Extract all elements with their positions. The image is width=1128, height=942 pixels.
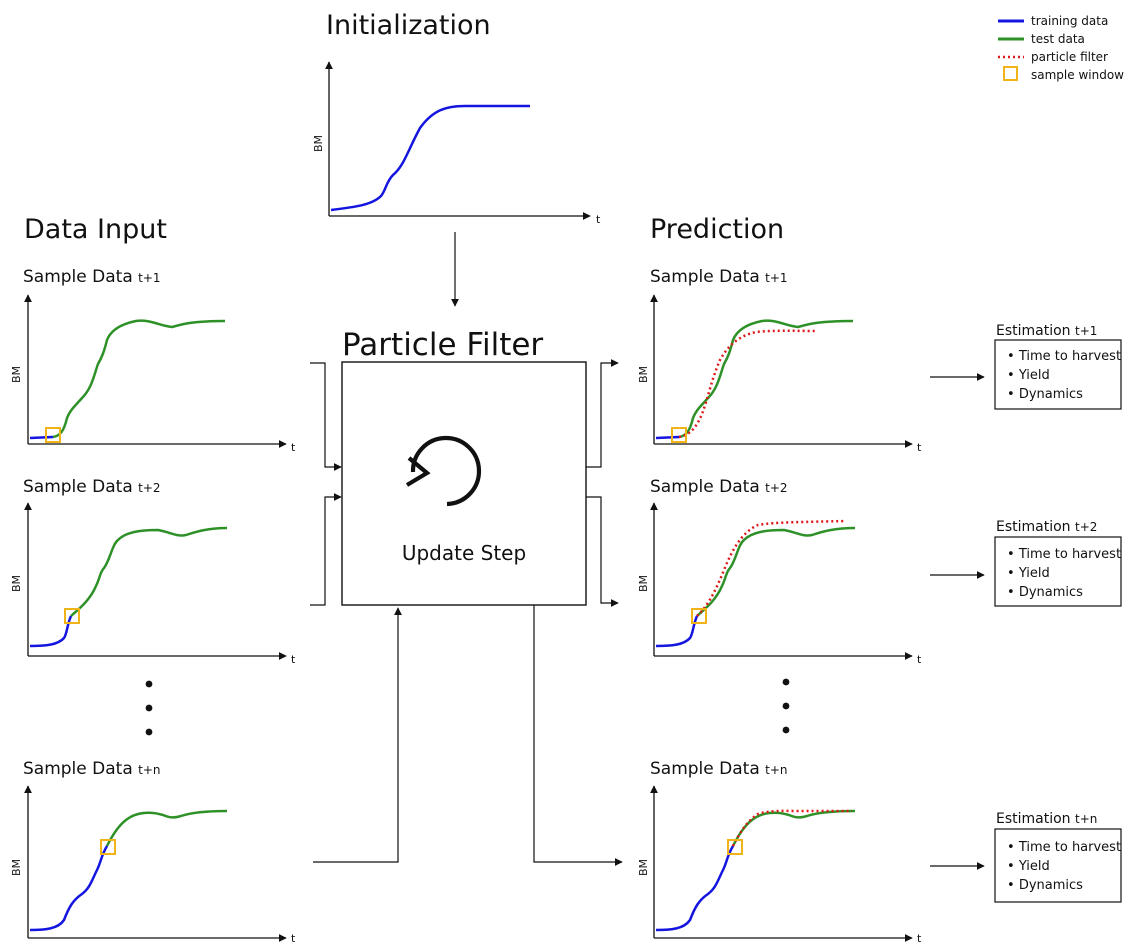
prediction-title: Prediction bbox=[650, 214, 784, 245]
sample-label: Sample Data t+1 bbox=[23, 267, 161, 287]
training-curve bbox=[655, 845, 735, 932]
legend: training data test data particle filter … bbox=[998, 14, 1124, 82]
estimation-label: Estimation t+1 bbox=[996, 323, 1097, 339]
y-axis-label: BM bbox=[637, 859, 650, 876]
sample-window bbox=[100, 839, 116, 855]
sample-window bbox=[45, 427, 61, 443]
test-curve bbox=[731, 809, 856, 847]
test-curve bbox=[678, 319, 854, 439]
estimation-item: • Dynamics bbox=[1007, 387, 1083, 402]
estimation-item: • Yield bbox=[1007, 566, 1050, 581]
y-axis-label: BM bbox=[10, 859, 23, 876]
sample-window bbox=[671, 427, 687, 443]
training-curve bbox=[655, 435, 680, 440]
estimation-item: • Time to harvest bbox=[1007, 349, 1121, 364]
sample-label: Sample Data t+n bbox=[650, 759, 788, 779]
particle-filter-title: Particle Filter bbox=[342, 327, 543, 363]
test-curve bbox=[70, 526, 228, 617]
prediction-ellipsis bbox=[782, 678, 790, 734]
x-axis-label: t bbox=[291, 932, 296, 942]
input-t1-to-filter-arrow bbox=[310, 362, 342, 471]
x-axis-label: t bbox=[596, 213, 601, 226]
test-curve bbox=[105, 809, 228, 847]
training-curve bbox=[330, 104, 530, 212]
estimation-item: • Yield bbox=[1007, 859, 1050, 874]
y-axis-label: BM bbox=[637, 366, 650, 383]
estimation-label: Estimation t+n bbox=[996, 811, 1097, 827]
legend-window-label: sample window bbox=[1031, 68, 1124, 82]
test-curve bbox=[52, 319, 226, 439]
x-axis-label: t bbox=[917, 932, 922, 942]
prediction-sample-t1: Sample Data t+1 BM t bbox=[637, 267, 922, 454]
filter-to-prediction-t2-arrow bbox=[586, 496, 619, 607]
x-axis-label: t bbox=[291, 653, 296, 666]
estimation-tn: Estimation t+n • Time to harvest • Yield… bbox=[994, 811, 1122, 903]
training-curve bbox=[29, 435, 54, 440]
estimation-t1: Estimation t+1 • Time to harvest • Yield… bbox=[994, 323, 1122, 410]
prediction-sample-tn: Sample Data t+n BM t bbox=[637, 759, 922, 942]
estimation-box bbox=[994, 828, 1122, 903]
estimation-item: • Dynamics bbox=[1007, 878, 1083, 893]
training-curve bbox=[655, 615, 699, 648]
input-sample-tn: Sample Data t+n BM t bbox=[10, 759, 296, 942]
estimation-item: • Time to harvest bbox=[1007, 547, 1121, 562]
y-axis-label: BM bbox=[312, 135, 325, 152]
legend-filter-label: particle filter bbox=[1031, 50, 1108, 64]
training-curve bbox=[29, 845, 109, 932]
estimation-item: • Dynamics bbox=[1007, 585, 1083, 600]
sample-label: Sample Data t+2 bbox=[650, 477, 788, 497]
input-sample-t2: Sample Data t+2 BM t bbox=[10, 477, 296, 666]
input-ellipsis bbox=[145, 680, 153, 736]
input-t2-to-filter-arrow bbox=[310, 493, 342, 606]
initialization-title: Initialization bbox=[326, 10, 491, 41]
estimation-box bbox=[994, 339, 1122, 410]
sample-window bbox=[691, 608, 707, 624]
x-axis-label: t bbox=[917, 653, 922, 666]
sample-label: Sample Data t+2 bbox=[23, 477, 161, 497]
estimation-t2: Estimation t+2 • Time to harvest • Yield… bbox=[994, 519, 1122, 607]
particle-filter-curve bbox=[696, 519, 847, 617]
initialization-plot: BM t bbox=[312, 61, 601, 226]
x-axis-label: t bbox=[917, 441, 922, 454]
refresh-icon bbox=[405, 435, 482, 507]
y-axis-label: BM bbox=[637, 575, 650, 592]
estimation-box bbox=[994, 536, 1122, 607]
input-sample-t1: Sample Data t+1 BM t bbox=[10, 267, 296, 454]
filter-to-prediction-t1-arrow bbox=[586, 359, 619, 468]
y-axis-label: BM bbox=[10, 575, 23, 592]
legend-training-label: training data bbox=[1031, 14, 1108, 28]
particle-filter-curve bbox=[731, 809, 852, 847]
sample-window bbox=[64, 608, 80, 624]
sample-window bbox=[727, 839, 743, 855]
estimation-item: • Yield bbox=[1007, 368, 1050, 383]
estimation-item: • Time to harvest bbox=[1007, 840, 1121, 855]
y-axis-label: BM bbox=[10, 366, 23, 383]
filter-to-prediction-tn-arrow bbox=[533, 605, 623, 866]
particle-filter-curve bbox=[678, 329, 818, 439]
x-axis-label: t bbox=[291, 441, 296, 454]
estimation-label: Estimation t+2 bbox=[996, 519, 1097, 535]
legend-window-swatch bbox=[1003, 66, 1018, 81]
input-tn-to-filter-arrow bbox=[313, 607, 402, 863]
legend-test-label: test data bbox=[1031, 32, 1085, 46]
test-curve bbox=[696, 526, 856, 617]
particle-filter-box bbox=[341, 361, 587, 606]
prediction-sample-t2: Sample Data t+2 BM t bbox=[637, 477, 922, 666]
sample-label: Sample Data t+1 bbox=[650, 267, 788, 287]
update-step-label: Update Step bbox=[402, 541, 526, 565]
data-input-title: Data Input bbox=[24, 214, 167, 245]
sample-label: Sample Data t+n bbox=[23, 759, 161, 779]
